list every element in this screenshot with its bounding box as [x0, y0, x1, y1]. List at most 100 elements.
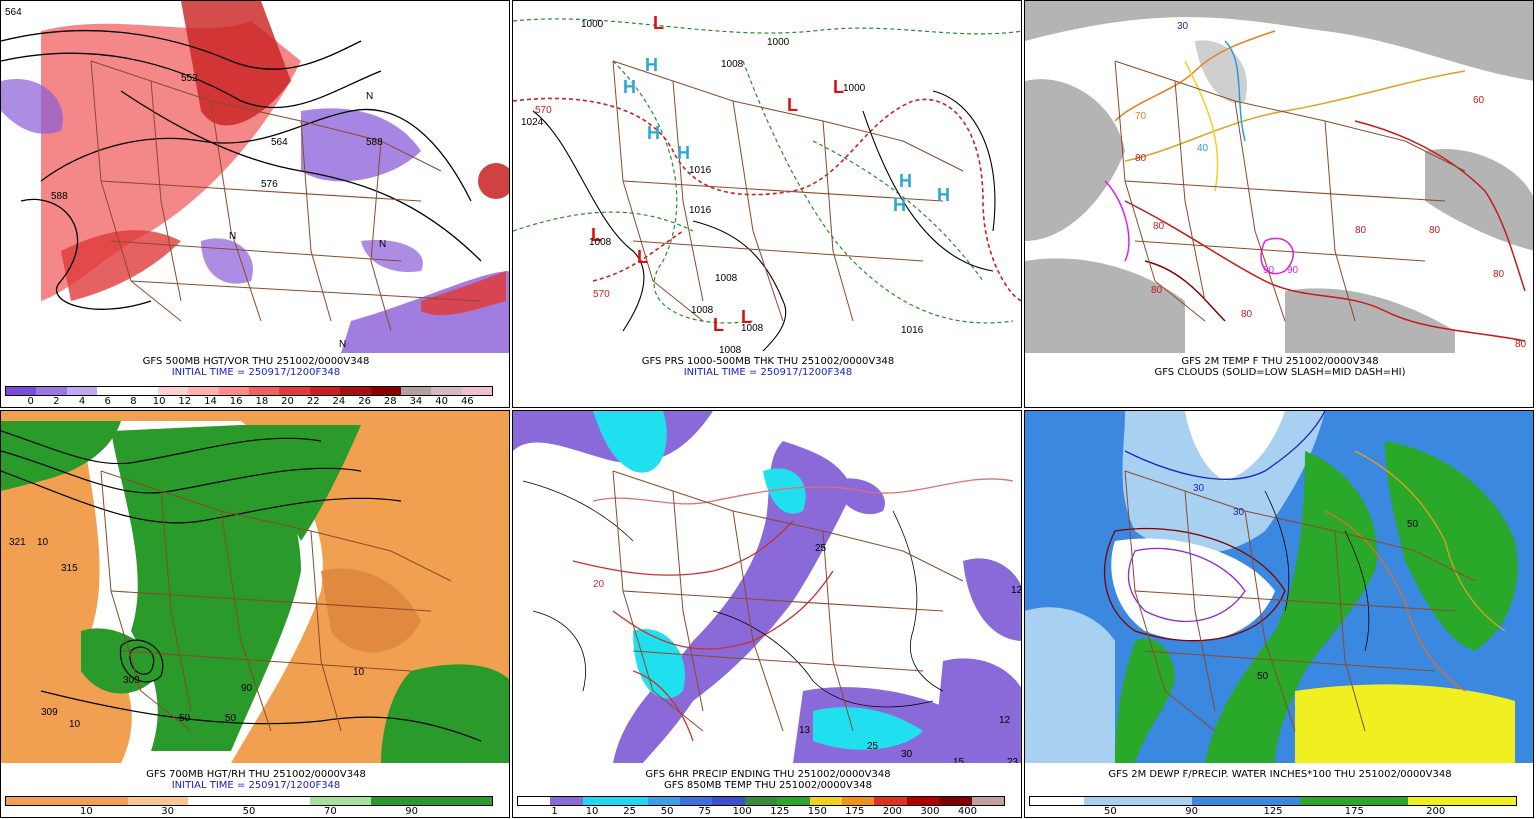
colorbar-ticks: 50 90 125 175 200: [1029, 806, 1517, 817]
colorbar-swatch: [680, 797, 713, 805]
colorbar-tick-label: 8: [130, 396, 137, 407]
temp-label: 80: [1493, 269, 1505, 280]
panel-2m-temp-clouds: 70 80 80 80 80 80 90 90 80 80 80 30 40 6…: [1024, 0, 1534, 408]
high-pressure-marker: H: [647, 123, 660, 143]
colorbar-tick-label: 25: [623, 806, 636, 817]
colorbar-swatch: [400, 387, 432, 395]
thickness-label: 570: [593, 289, 610, 300]
colorbar-swatch: [842, 797, 875, 805]
temp-label: 25: [815, 543, 827, 554]
colorbar-swatch: [582, 797, 616, 805]
vorticity-marker: N: [379, 239, 386, 250]
colorbar-swatch: [1354, 797, 1408, 805]
colorbar-tick-label: 100: [732, 806, 752, 817]
low-pressure-marker: L: [653, 13, 664, 33]
panel-title: GFS 500MB HGT/VOR THU 251002/0000V348: [142, 356, 370, 367]
colorbar-tick-label: 40: [435, 396, 448, 407]
rh-label: 10: [69, 719, 81, 730]
colorbar-swatch: [615, 797, 648, 805]
colorbar-tick-label: 10: [585, 806, 599, 817]
temp-label: 80: [1429, 225, 1441, 236]
temp-label: 80: [1355, 225, 1367, 236]
colorbar-swatch: [370, 797, 432, 805]
temp-label: 60: [1473, 95, 1485, 106]
temp-label: 23: [1007, 757, 1019, 763]
map-dewpoint-pwat: 30 50 50 30: [1025, 411, 1533, 763]
colorbar-swatch: [6, 387, 37, 395]
colorbar-swatch: [370, 387, 401, 395]
low-pressure-marker: L: [833, 77, 844, 97]
colorbar-swatch: [340, 387, 371, 395]
map-2m-temp-clouds: 70 80 80 80 80 80 90 90 80 80 80 30 40 6…: [1025, 1, 1533, 353]
colorbar-swatch: [66, 387, 98, 395]
thickness-label: 570: [535, 105, 552, 116]
low-pressure-marker: L: [591, 225, 602, 245]
colorbar-swatch: [279, 387, 310, 395]
map-precip-850mb-temp: 13 25 30 15 23 12 12 20 25: [513, 411, 1022, 763]
temp-label: 80: [1151, 285, 1163, 296]
dewpoint-label: 30: [1193, 483, 1205, 494]
high-pressure-marker: H: [937, 185, 950, 205]
colorbar: [517, 796, 1005, 806]
map-pressure-thickness: H H H H H H H L L L L L L L 1000 1024 10…: [513, 1, 1021, 353]
contour-label: 576: [261, 179, 278, 190]
colorbar-swatch: [431, 387, 462, 395]
colorbar-ticks: 1 10 25 50 75 100 125 150 175 200 300 400: [517, 806, 1005, 817]
temp-label: 20: [593, 579, 605, 590]
rh-label: 50: [225, 713, 237, 724]
colorbar-swatch: [809, 797, 843, 805]
map-700mb-rh: 321 315 309 309 10 10 50 90 50 10: [1, 411, 509, 763]
panel-700mb-hgt-rh: 321 315 309 309 10 10 50 90 50 10 GFS 70…: [0, 410, 510, 818]
colorbar-swatch: [1408, 797, 1462, 805]
panel-title: GFS 700MB HGT/RH THU 251002/0000V348: [146, 769, 366, 780]
contour-label: 315: [61, 563, 78, 574]
cloud-legend: GFS CLOUDS (SOLID=LOW SLASH=MID DASH=HI): [1154, 367, 1406, 378]
isobar-label: 1000: [581, 19, 604, 30]
panel-title: GFS PRS 1000-500MB THK THU 251002/0000V3…: [641, 356, 895, 367]
temp-label: 12: [1011, 585, 1022, 596]
dewpoint-label: 50: [1407, 519, 1419, 530]
colorbar-ticks: 0 2 4 6 8 10 12 14 16 18 20 22 24 26 28 34 40 46: [5, 396, 493, 407]
colorbar-tick-label: 24: [332, 396, 346, 407]
colorbar-tick-label: 175: [1344, 806, 1364, 817]
temp-label: 70: [1135, 111, 1147, 122]
colorbar-tick-label: 12: [178, 396, 192, 407]
colorbar-tick-label: 175: [845, 806, 865, 817]
contour-label: 309: [123, 675, 140, 686]
colorbar-swatch: [874, 797, 907, 805]
colorbar-tick-label: 18: [255, 396, 269, 407]
initial-time: INITIAL TIME = 250917/1200F348: [171, 367, 341, 378]
isobar-label: 1008: [715, 273, 738, 284]
colorbar-swatch: [97, 387, 128, 395]
colorbar: [1029, 796, 1517, 806]
temp-label: 30: [1177, 21, 1189, 32]
panel-subtitle: GFS 850MB TEMP THU 251002/0000V348: [664, 780, 872, 791]
temp-label: 90: [1263, 265, 1275, 276]
panel-500mb-hgt-vor: 564 552 588 564 576 588 N N N N GFS 500M…: [0, 0, 510, 408]
dewpoint-label: 50: [1257, 671, 1269, 682]
colorbar-tick-label: 20: [281, 396, 294, 407]
contour-label: 564: [5, 7, 22, 18]
low-pressure-marker: L: [787, 95, 798, 115]
colorbar-tick-label: 10: [79, 806, 93, 817]
temp-label: 12: [999, 715, 1011, 726]
contour-label: 309: [41, 707, 58, 718]
colorbar: [5, 386, 493, 396]
colorbar-tick-label: 30: [161, 806, 175, 817]
colorbar-tick-label: 50: [1103, 806, 1117, 817]
colorbar-swatch: [939, 797, 972, 805]
colorbar-swatch: [157, 387, 189, 395]
panel-precip-850mb-temp: 13 25 30 15 23 12 12 20 25 GFS 6HR PRECI…: [512, 410, 1022, 818]
temp-label: 15: [953, 757, 965, 763]
colorbar-tick-label: 90: [1185, 806, 1199, 817]
contour-label: 552: [181, 73, 198, 84]
contour-label: 321: [9, 537, 26, 548]
colorbar-swatch: [518, 797, 551, 805]
rh-label: 10: [37, 537, 49, 548]
colorbar-swatch: [127, 797, 189, 805]
colorbar-swatch: [906, 797, 940, 805]
colorbar-swatch: [127, 387, 158, 395]
high-pressure-marker: H: [645, 55, 658, 75]
colorbar-tick-label: 16: [229, 396, 243, 407]
vorticity-marker: N: [229, 231, 236, 242]
